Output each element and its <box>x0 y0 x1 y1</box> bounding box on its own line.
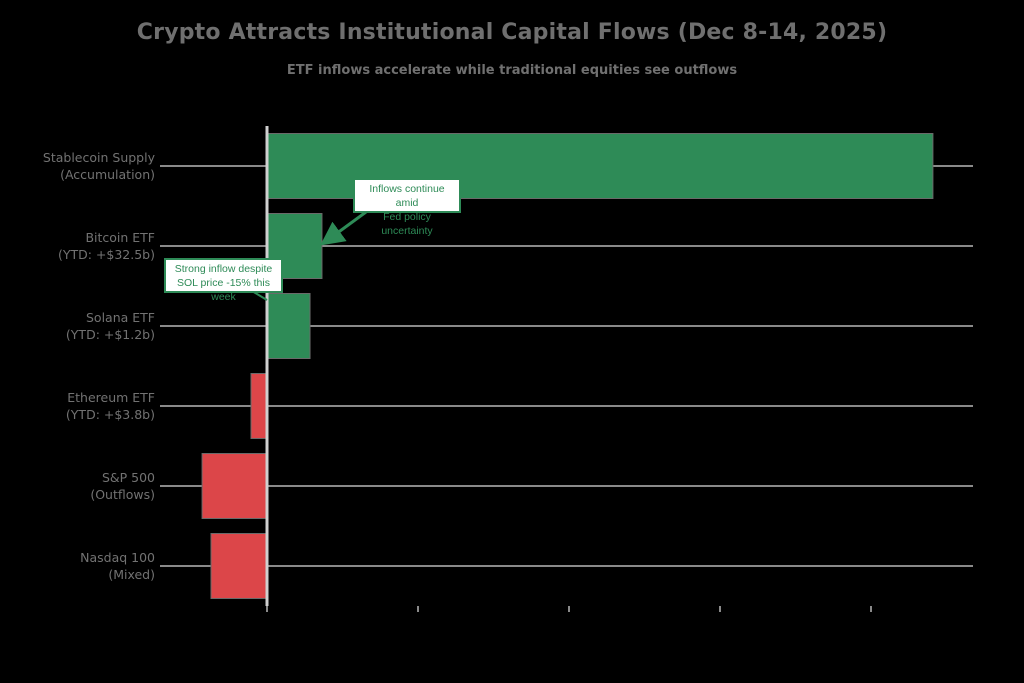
annotation-text: SOL price -15% this week <box>177 277 270 303</box>
category-label-stablecoin: Stablecoin Supply (Accumulation) <box>0 149 155 183</box>
bar <box>210 533 268 599</box>
annotation-text: Inflows continue amid <box>369 183 445 209</box>
category-label-nasdaq100: Nasdaq 100 (Mixed) <box>0 549 155 583</box>
chart-subtitle: ETF inflows accelerate while traditional… <box>286 63 738 78</box>
category-label-line: Nasdaq 100 <box>80 550 155 565</box>
annotation-text: Strong inflow despite <box>174 263 273 275</box>
bar <box>201 453 268 519</box>
bar <box>266 293 311 359</box>
x-axis-ticks <box>266 606 872 612</box>
category-label-bitcoin-etf: Bitcoin ETF (YTD: +$32.5b) <box>0 229 155 263</box>
category-label-sp500: S&P 500 (Outflows) <box>0 469 155 503</box>
category-label-line: (Mixed) <box>108 567 155 582</box>
category-label-ethereum-etf: Ethereum ETF (YTD: +$3.8b) <box>0 389 155 423</box>
annotation-text: Fed policy uncertainty <box>381 211 433 237</box>
category-label-line: (YTD: +$32.5b) <box>57 247 155 262</box>
annotation-bitcoin-etf: Inflows continue amid Fed policy uncerta… <box>353 178 461 237</box>
category-label-line: (YTD: +$3.8b) <box>65 407 155 422</box>
category-label-line: (Accumulation) <box>60 167 155 182</box>
category-label-line: (Outflows) <box>90 487 155 502</box>
category-label-line: Bitcoin ETF <box>85 230 155 245</box>
category-label-line: Ethereum ETF <box>67 390 155 405</box>
chart-title: Crypto Attracts Institutional Capital Fl… <box>136 20 888 45</box>
category-label-solana-etf: Solana ETF (YTD: +$1.2b) <box>0 309 155 343</box>
category-label-line: Stablecoin Supply <box>42 150 155 165</box>
category-label-line: (YTD: +$1.2b) <box>65 327 155 342</box>
annotation-solana-etf: Strong inflow despite SOL price -15% thi… <box>164 258 283 303</box>
bars <box>201 133 934 599</box>
bitcoin-annotation-arrow <box>320 210 367 246</box>
category-label-line: Solana ETF <box>86 310 155 325</box>
category-label-line: S&P 500 <box>101 470 155 485</box>
bar <box>250 373 268 439</box>
